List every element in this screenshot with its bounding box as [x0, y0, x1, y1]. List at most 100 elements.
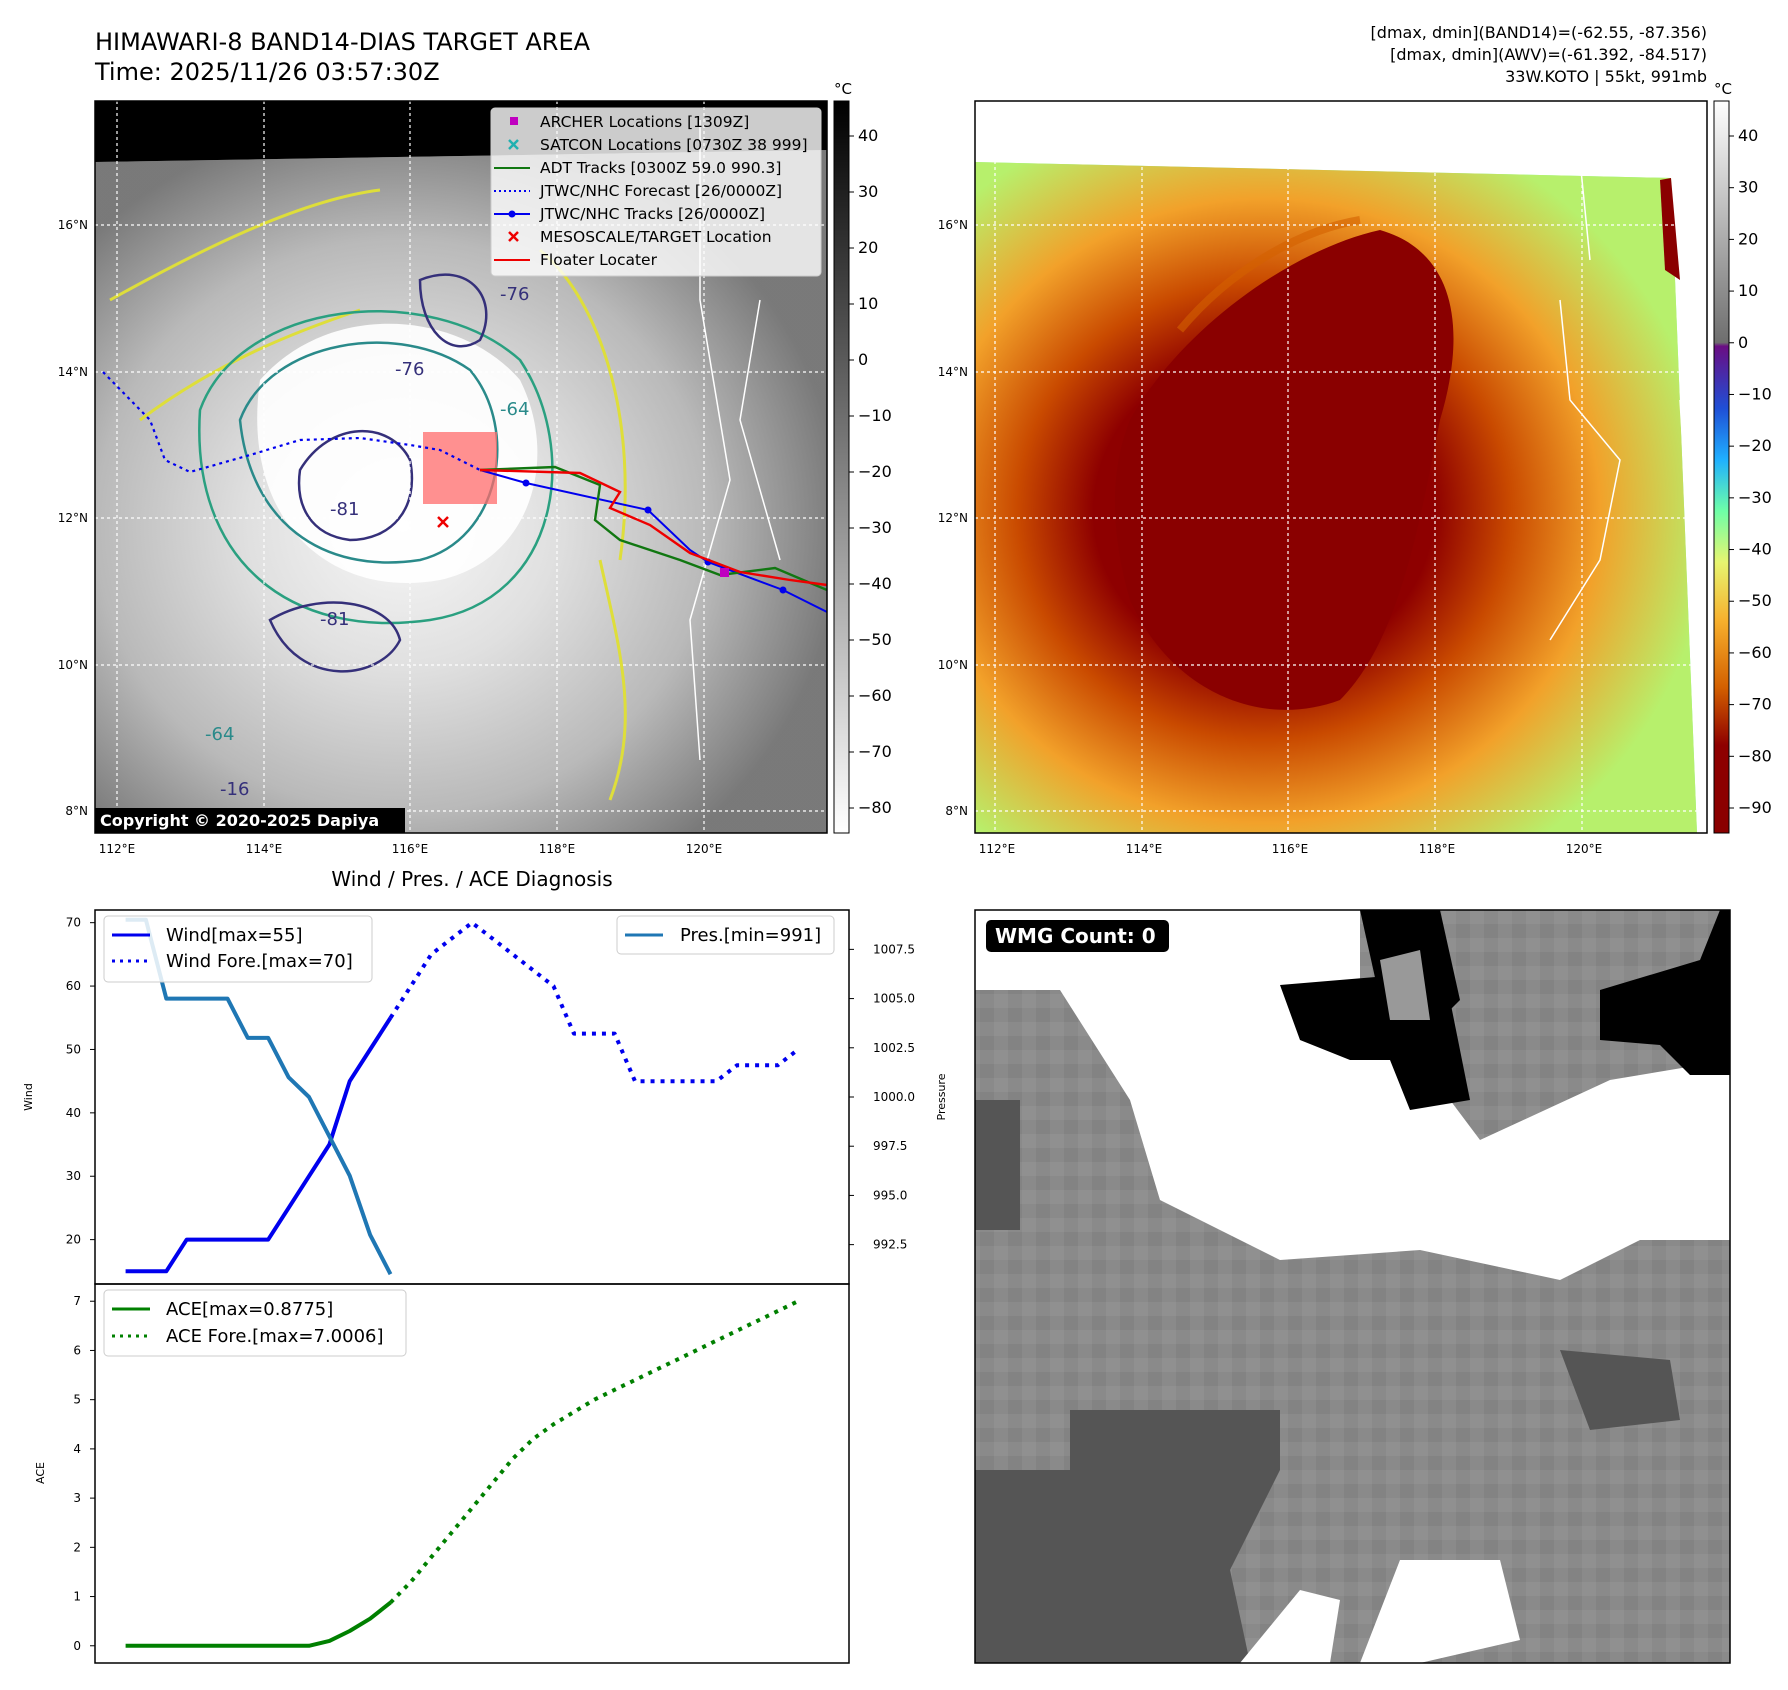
y-tick-label: 5 [73, 1393, 81, 1407]
y2-tick-label: 1005.0 [873, 992, 915, 1006]
right-satellite-map [975, 101, 1707, 833]
legend-label: ACE[max=0.8775] [166, 1299, 333, 1320]
colorbar-tick-label: −30 [1738, 488, 1772, 507]
colorbar-tick-label: −20 [1738, 436, 1772, 455]
colorbar-tick-label: −50 [1738, 591, 1772, 610]
colorbar-tick-label: −60 [1738, 643, 1772, 662]
y2-tick-label: 995.0 [873, 1188, 907, 1202]
right-lon-ticks: 112°E 114°E 116°E 118°E 120°E [979, 842, 1603, 856]
floater-track [479, 468, 827, 587]
colorbar-tick-label: 40 [1738, 126, 1758, 145]
y2-tick-label: 1002.5 [873, 1041, 915, 1055]
colorbar-tick-label: 30 [1738, 178, 1758, 197]
right-colorbar: °C 40 30 20 10 0 −10 −20 −30 −40 −50 −60 −70 −80 −90 [1713, 80, 1772, 834]
floater-box [423, 432, 497, 504]
legend-label: ADT Tracks [0300Z 59.0 990.3] [540, 159, 781, 177]
wmg-count-badge [986, 920, 1169, 952]
legend-marker-satcon [508, 139, 519, 150]
colorbar-tick-label: 30 [858, 182, 878, 201]
colorbar-tick-label: −10 [1738, 384, 1772, 403]
y-tick-label: 1 [73, 1590, 81, 1604]
copyright-text: Copyright © 2020-2025 Dapiya [100, 811, 379, 830]
left-colorbar: °C 40 30 20 10 0 −10 −20 −30 −40 −50 −60 −70 −80 [833, 80, 892, 834]
contour-label: -76 [395, 359, 424, 380]
info-line1: [dmax, dmin](BAND14)=(-62.55, -87.356) [1371, 23, 1707, 42]
lat-tick: 14°N [58, 365, 88, 379]
lat-tick: 16°N [938, 218, 968, 232]
legend-label: JTWC/NHC Tracks [26/0000Z] [539, 205, 765, 223]
y-tick-label: 7 [73, 1294, 81, 1308]
legend-label: Wind[max=55] [166, 925, 303, 946]
colorbar-tick-label: 20 [1738, 229, 1758, 248]
map-legend: ARCHER Locations [1309Z] SATCON Location… [490, 107, 822, 277]
lon-tick: 120°E [1566, 842, 1603, 856]
info-line2: [dmax, dmin](AWV)=(-61.392, -84.517) [1390, 45, 1707, 64]
y2-tick-label: 1000.0 [873, 1090, 915, 1104]
legend-label: Pres.[min=991] [680, 925, 821, 946]
colorbar-tick-label: −40 [858, 574, 892, 593]
pressure-legend: Pres.[min=991] [616, 915, 835, 955]
y-tick-label: 70 [66, 916, 81, 930]
legend-label: Floater Locater [540, 251, 658, 269]
legend-label: Wind Fore.[max=70] [166, 951, 353, 972]
lat-tick: 12°N [938, 511, 968, 525]
colorbar-unit: °C [1714, 80, 1732, 98]
legend-marker-mesoscale [508, 231, 519, 242]
colorbar-tick-label: 10 [858, 294, 878, 313]
y-tick-label: 6 [73, 1343, 81, 1357]
wind-axis-label: Wind [22, 1083, 35, 1111]
colorbar-tick-label: 40 [858, 126, 878, 145]
colorbar-tick-label: −50 [858, 630, 892, 649]
legend-label: MESOSCALE/TARGET Location [540, 228, 772, 246]
contour-label: -81 [330, 499, 359, 520]
series-line-0 [125, 1016, 393, 1274]
y-tick-label: 40 [66, 1106, 81, 1120]
colorbar-tick-label: −20 [858, 462, 892, 481]
y-tick-label: 3 [73, 1491, 81, 1505]
left-map-gridlines [95, 101, 827, 833]
lat-tick: 12°N [58, 511, 88, 525]
series-line-2 [125, 917, 393, 1276]
wmg-count-label: WMG Count: 0 [995, 924, 1156, 948]
lon-tick: 120°E [686, 842, 723, 856]
legend-marker-archer [510, 117, 518, 125]
lon-tick: 118°E [539, 842, 576, 856]
colorbar-tick-label: −40 [1738, 540, 1772, 559]
wmg-frame [974, 909, 1731, 1664]
colorbar-tick-label: 10 [1738, 281, 1758, 300]
ace-axis-label: ACE [34, 1462, 47, 1484]
lon-tick: 112°E [979, 842, 1016, 856]
archer-location-marker [720, 568, 729, 577]
lat-tick: 16°N [58, 218, 88, 232]
lon-tick: 114°E [1126, 842, 1163, 856]
contour-label: -64 [205, 724, 234, 745]
colorbar-tick-label: −10 [858, 406, 892, 425]
diagnosis-title: Wind / Pres. / ACE Diagnosis [331, 867, 612, 891]
copyright-box [95, 808, 405, 833]
y-tick-label: 50 [66, 1042, 81, 1056]
left-lat-ticks: 16°N 14°N 12°N 10°N 8°N [58, 218, 88, 818]
lat-tick: 8°N [65, 804, 88, 818]
series-line-0 [125, 1601, 392, 1648]
colorbar-tick-label: −70 [1738, 695, 1772, 714]
y-tick-label: 20 [66, 1233, 81, 1247]
lon-tick: 116°E [392, 842, 429, 856]
ace-legend: ACE[max=0.8775] ACE Fore.[max=7.0006] [103, 1289, 407, 1357]
wmg-panel [975, 910, 1730, 1663]
contour-label: -76 [500, 284, 529, 305]
colorbar-tick-label: 0 [1738, 333, 1748, 352]
contour-label: -16 [220, 779, 249, 800]
y-tick-label: 30 [66, 1169, 81, 1183]
y-tick-label: 2 [73, 1540, 81, 1554]
colorbar-tick-label: −80 [1738, 746, 1772, 765]
wind-legend: Wind[max=55] Wind Fore.[max=70] [103, 915, 373, 983]
colorbar-tick-label: 0 [858, 350, 868, 369]
y-tick-label: 0 [73, 1639, 81, 1653]
jtwc-forecast-track [102, 371, 481, 474]
colorbar-tick-label: −30 [858, 518, 892, 537]
mesoscale-target-marker [437, 516, 449, 528]
pressure-axis-label: Pressure [935, 1073, 948, 1120]
left-map-frame [94, 100, 828, 834]
legend-label: ACE Fore.[max=7.0006] [166, 1326, 384, 1347]
